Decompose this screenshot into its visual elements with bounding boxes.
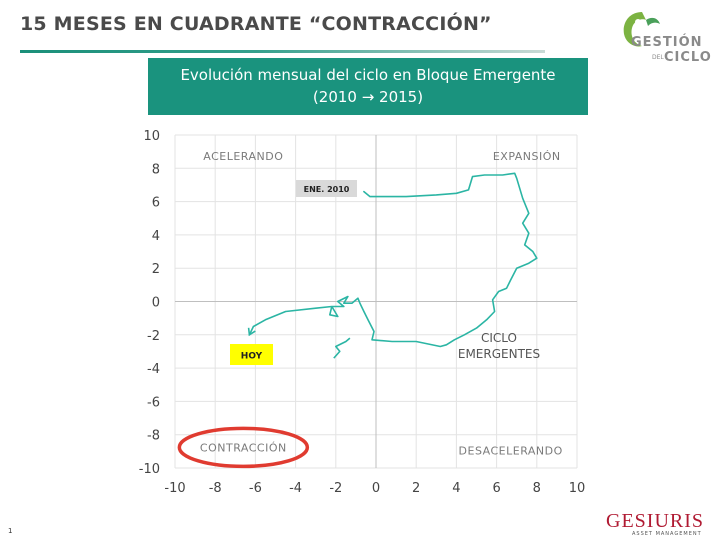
page-number: 1 <box>8 527 13 535</box>
y-tick-label: 6 <box>152 196 160 211</box>
quadrant-label-desacelerando: DESACELERANDO <box>459 445 563 458</box>
banner-line-2: (2010 → 2015) <box>312 88 424 106</box>
contraccion-highlight-ellipse <box>177 426 310 469</box>
gesiuris-brand-subtitle: ASSET MANAGEMENT <box>632 531 702 537</box>
start-label-box <box>296 180 357 197</box>
x-tick-label: 10 <box>569 481 586 496</box>
x-tick-label: 8 <box>533 481 541 496</box>
y-tick-label: 2 <box>152 262 160 277</box>
gesiuris-brand: GESIURIS <box>606 510 705 532</box>
logo-word-ciclo: CICLO <box>664 50 712 65</box>
end-label-text: HOY <box>241 352 263 362</box>
y-tick-label: 0 <box>152 296 160 311</box>
y-tick-label: -2 <box>147 329 160 344</box>
annotation-layer: ENE. 2010 HOY CICLO EMERGENTES <box>177 180 540 469</box>
series-line-ciclo-emergentes <box>248 172 538 348</box>
series-label-line-1: CICLO <box>481 331 517 345</box>
x-tick-label: 0 <box>372 481 380 496</box>
logo-word-gestion: GESTIÓN <box>631 35 703 50</box>
x-tick-label: 2 <box>412 481 420 496</box>
chart-banner: Evolución mensual del ciclo en Bloque Em… <box>148 58 588 115</box>
tick-labels: -10 -8 -6 -4 -2 0 2 4 6 8 10 10 8 6 4 2 0 -2 -4 -6 -8 -10 <box>139 129 586 496</box>
end-label-box <box>230 344 273 365</box>
y-tick-label: 10 <box>143 129 160 144</box>
quadrant-labels: ACELERANDO EXPANSIÓN CONTRACCIÓN DESACELERA… <box>200 150 563 458</box>
y-tick-label: -4 <box>147 362 160 377</box>
logo-word-del: DEL <box>652 54 664 61</box>
y-tick-label: -6 <box>147 395 160 410</box>
x-tick-label: -4 <box>289 481 302 496</box>
title-underline <box>20 50 545 53</box>
x-tick-label: -10 <box>164 481 185 496</box>
x-tick-label: -6 <box>249 481 262 496</box>
y-tick-label: 8 <box>152 162 160 177</box>
y-tick-label: -10 <box>139 462 160 477</box>
start-label-text: ENE. 2010 <box>304 185 350 194</box>
series-label-line-2: EMERGENTES <box>458 347 540 361</box>
x-tick-label: -8 <box>209 481 222 496</box>
quadrant-label-contraccion: CONTRACCIÓN <box>200 441 287 454</box>
x-tick-label: 4 <box>452 481 460 496</box>
quadrant-label-acelerando: ACELERANDO <box>203 150 283 163</box>
axis-layer <box>175 135 577 468</box>
banner-line-1: Evolución mensual del ciclo en Bloque Em… <box>180 66 556 84</box>
gestion-del-ciclo-logo <box>623 12 660 47</box>
quadrant-label-expansion: EXPANSIÓN <box>493 150 561 163</box>
y-tick-label: 4 <box>152 229 160 244</box>
series-line-fragment <box>333 337 351 359</box>
series-arrow-head <box>247 327 256 337</box>
y-tick-label: -8 <box>147 429 160 444</box>
x-tick-label: -2 <box>329 481 342 496</box>
series-layer <box>247 172 538 359</box>
slide-title: 15 MESES EN CUADRANTE “CONTRACCIÓN” <box>20 13 492 35</box>
x-tick-label: 6 <box>492 481 500 496</box>
